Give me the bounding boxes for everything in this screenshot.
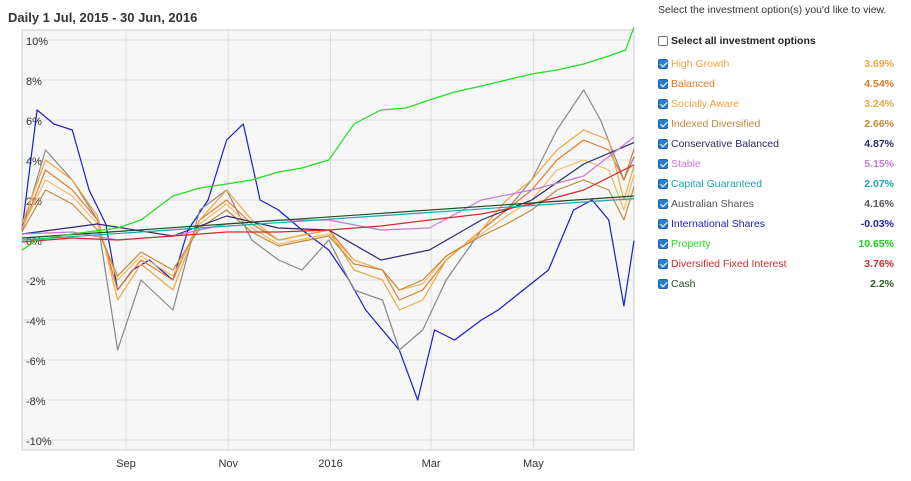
legend-item[interactable]: Cash 2.2% [658,274,894,294]
legend-item-value: 4.87% [864,138,894,150]
x-tick-label: Nov [218,458,238,470]
series-line [21,129,635,311]
checkbox-icon[interactable] [658,139,668,149]
legend-item[interactable]: Australian Shares 4.16% [658,194,894,214]
checkbox-icon[interactable] [658,239,668,249]
y-tick-label: -6% [26,356,46,368]
checkbox-icon[interactable] [658,119,668,129]
legend-item-label: Conservative Balanced [671,138,779,150]
legend-item-value: 3.24% [864,98,894,110]
legend-item[interactable]: International Shares -0.03% [658,214,894,234]
select-all-checkbox[interactable]: Select all investment options [658,34,898,48]
series-line [21,109,635,401]
series-line [21,198,635,241]
legend-item-label: Indexed Diversified [671,118,761,130]
series-line [21,89,635,351]
legend-item[interactable]: Conservative Balanced 4.87% [658,134,894,154]
legend-item[interactable]: Stable 5.15% [658,154,894,174]
checkbox-icon[interactable] [658,79,668,89]
checkbox-icon[interactable] [658,259,668,269]
x-tick-label: 2016 [318,458,342,470]
legend-item-value: 4.16% [864,198,894,210]
y-tick-label: 2% [26,196,42,208]
checkbox-icon[interactable] [658,99,668,109]
legend-item-label: High Growth [671,58,730,70]
y-tick-label: -8% [26,396,46,408]
legend-item-label: Australian Shares [671,198,754,210]
legend-item[interactable]: Indexed Diversified 2.66% [658,114,894,134]
checkbox-icon[interactable] [658,36,668,46]
series-line [21,26,635,251]
legend-item-label: Stable [671,158,701,170]
legend-instruction: Select the investment option(s) you'd li… [658,4,887,16]
legend-panel: Select the investment option(s) you'd li… [656,0,906,481]
checkbox-icon[interactable] [658,279,668,289]
series-line [21,142,635,261]
legend-item[interactable]: Property 10.65% [658,234,894,254]
legend-item-label: International Shares [671,218,765,230]
chart-title: Daily 1 Jul, 2015 - 30 Jun, 2016 [8,10,198,25]
legend-item-value: 3.69% [864,58,894,70]
legend-item-value: 2.07% [864,178,894,190]
legend-item-label: Capital Guaranteed [671,178,763,190]
checkbox-icon[interactable] [658,199,668,209]
legend-item-value: 10.65% [858,238,894,250]
checkbox-icon[interactable] [658,159,668,169]
legend-item-value: 2.2% [870,278,894,290]
y-tick-label: 8% [26,76,42,88]
legend-item-value: -0.03% [860,218,894,230]
legend-item[interactable]: Socially Aware 3.24% [658,94,894,114]
legend-item-label: Balanced [671,78,715,90]
checkbox-icon[interactable] [658,219,668,229]
legend-item-value: 5.15% [864,158,894,170]
x-tick-label: Mar [422,458,441,470]
series-lines [21,26,635,401]
legend-item[interactable]: High Growth 3.69% [658,54,894,74]
legend-item-label: Diversified Fixed Interest [671,258,787,270]
legend-item[interactable]: Diversified Fixed Interest 3.76% [658,254,894,274]
y-tick-label: 10% [26,36,48,48]
y-tick-label: 4% [26,156,42,168]
legend-item[interactable]: Capital Guaranteed 2.07% [658,174,894,194]
series-line [21,179,635,291]
line-chart: 10%8%6%4%2%0%-2%-4%-6%-8%-10%Sep Nov 2016 M… [21,26,635,470]
legend-item-label: Property [671,238,711,250]
legend-item-value: 3.76% [864,258,894,270]
series-line [21,195,635,239]
legend-item-label: Cash [671,278,696,290]
legend-item-value: 2.66% [864,118,894,130]
series-line [21,159,635,291]
checkbox-icon[interactable] [658,59,668,69]
legend-list: High Growth 3.69% Balanced 4.54% Socially Aw… [658,54,894,294]
checkbox-icon[interactable] [658,179,668,189]
y-tick-label: -2% [26,276,46,288]
select-all-label: Select all investment options [671,35,816,47]
legend-item[interactable]: Balanced 4.54% [658,74,894,94]
legend-item-value: 4.54% [864,78,894,90]
x-tick-label: May [523,458,544,470]
y-tick-label: 6% [26,116,42,128]
x-tick-label: Sep [116,458,136,470]
y-tick-label: -10% [26,436,52,448]
series-line [21,164,635,243]
y-tick-label: -4% [26,316,46,328]
legend-item-label: Socially Aware [671,98,740,110]
